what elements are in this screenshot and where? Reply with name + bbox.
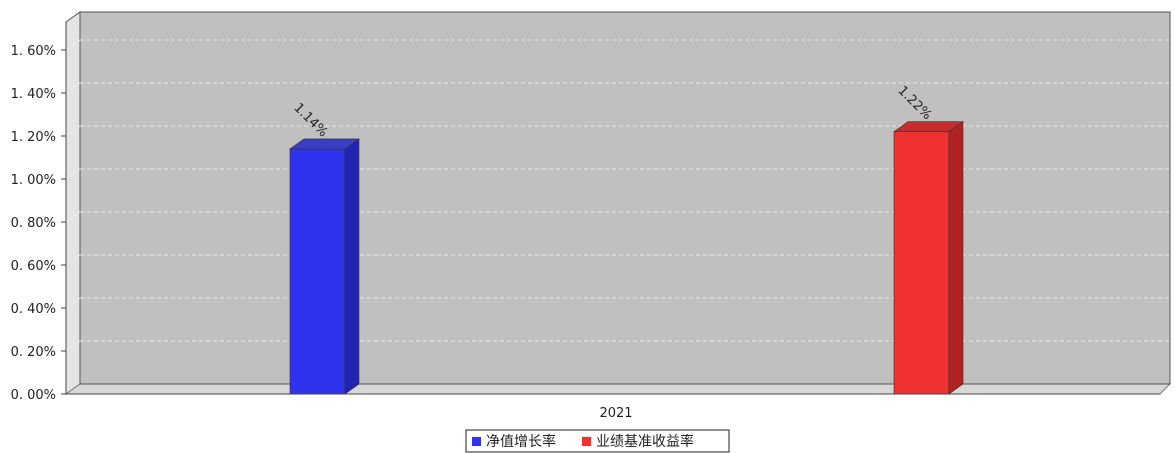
gridline-wall [65,211,81,223]
gridline-wall [65,254,81,266]
y-tick-label: 1. 20% [11,130,56,145]
gridline-wall [65,125,81,137]
gridline-wall [65,39,81,51]
y-tick-label: 1. 40% [11,87,56,102]
y-tick-label: 1. 00% [11,173,56,188]
chart-floor [64,383,1172,395]
gridline-wall [65,168,81,180]
y-axis: 0. 00% 0. 20% 0. 40% 0. 60% 0. 80% 1. 00% 1. 2… [11,22,67,403]
bar-side [948,121,964,395]
legend-entry-label: 净值增长率 [486,433,556,450]
legend-box [465,429,730,453]
bar-top [289,138,360,150]
gridline-wall [65,82,81,94]
gridlines [65,39,1170,352]
gridline-wall [65,297,81,309]
plot-area [79,11,1171,385]
x-tick-label: 2021 [599,406,632,421]
bar-front [893,131,950,395]
gridline-wall [65,340,81,352]
legend: 净值增长率 业绩基准收益率 [465,429,730,453]
y-tick-label: 1. 60% [11,44,56,59]
x-axis: 2021 [66,393,1160,421]
bar-top [893,121,964,132]
bar-side [344,138,360,395]
legend-entry-label: 业绩基准收益率 [596,433,694,450]
legend-swatch [582,437,591,446]
y-tick-label: 0. 20% [11,345,56,360]
y-tick-label: 0. 00% [11,388,56,403]
bar-front [289,148,346,395]
y-tick-label: 0. 60% [11,259,56,274]
y-tick-label: 0. 80% [11,216,56,231]
legend-swatch [472,437,481,446]
chart-side-wall [65,11,81,395]
y-tick-label: 0. 40% [11,302,56,317]
